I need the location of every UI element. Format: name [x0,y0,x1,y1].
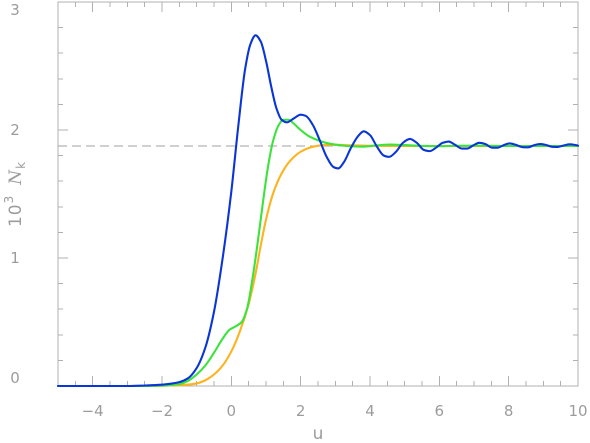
series-lines [56,34,580,388]
x-tick-label: 6 [435,402,445,420]
x-axis-label: u [313,424,324,443]
axis-ticks [57,1,579,387]
plot-area: −4 −2 0 2 4 6 8 10 0 1 2 3 [10,1,587,420]
x-tick-label: −2 [151,402,173,420]
y-axis-label-base: 10 [6,203,26,227]
tick-labels: −4 −2 0 2 4 6 8 10 0 1 2 3 [10,1,587,420]
y-axis-label-exponent: 3 [2,195,16,204]
x-tick-label: 2 [296,402,306,420]
y-tick-label: 1 [10,249,20,267]
x-tick-label: 4 [365,402,375,420]
x-tick-label: −4 [82,402,104,420]
x-tick-label: 0 [227,402,237,420]
y-axis-label-subscript: k [14,161,28,169]
x-tick-label: 8 [504,402,514,420]
y-axis-label: 103 Nk [2,161,28,227]
x-tick-label: 10 [568,402,587,420]
y-axis-label-symbol: N [6,169,26,186]
y-tick-label: 3 [10,1,20,19]
y-tick-label: 0 [10,369,20,387]
series-line-3 [56,34,580,388]
y-tick-label: 2 [10,121,20,139]
series-line-2 [56,118,580,388]
